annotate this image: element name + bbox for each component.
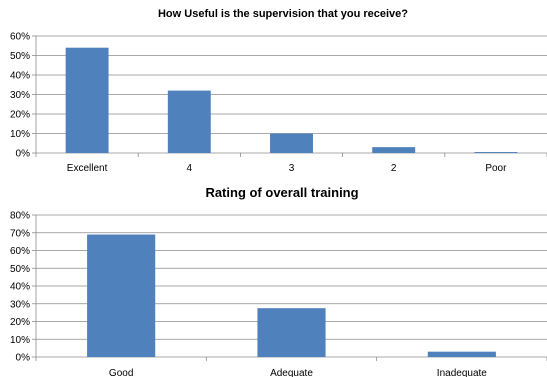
x-category-label: 2 — [391, 163, 397, 174]
y-tick-label: 10% — [10, 335, 30, 346]
y-tick-label: 0% — [16, 353, 31, 364]
y-tick-label: 50% — [10, 264, 30, 275]
y-tick-label: 70% — [10, 228, 30, 239]
bar-4 — [167, 90, 211, 153]
y-tick-label: 0% — [16, 149, 31, 160]
bar-2 — [372, 147, 416, 153]
y-tick-label: 80% — [10, 211, 30, 222]
x-category-label: Adequate — [270, 368, 313, 377]
bar-inadequate — [427, 351, 496, 357]
bar-good — [87, 234, 156, 357]
y-tick-label: 40% — [10, 282, 30, 293]
bar-excellent — [65, 47, 109, 154]
y-tick-label: 50% — [10, 51, 30, 62]
bar-adequate — [257, 308, 326, 357]
overall-training-rating-chart: Rating of overall training 0% 10% 20% 30% 40… — [10, 185, 547, 377]
bar-poor — [474, 152, 518, 153]
chart-title: How Useful is the supervision that you r… — [158, 8, 408, 20]
x-category-label: Good — [109, 368, 133, 377]
y-tick-label: 60% — [10, 32, 30, 43]
x-category-label: Excellent — [67, 163, 108, 174]
y-tick-label: 60% — [10, 246, 30, 257]
y-tick-label: 30% — [10, 90, 30, 101]
x-category-label: Poor — [485, 163, 507, 174]
x-category-label: Inadequate — [437, 368, 487, 377]
y-tick-label: 40% — [10, 71, 30, 82]
x-category-label: 3 — [289, 163, 295, 174]
y-tick-label: 30% — [10, 299, 30, 310]
y-tick-label: 20% — [10, 317, 30, 328]
chart-title: Rating of overall training — [205, 185, 358, 200]
y-tick-label: 20% — [10, 110, 30, 121]
bar-3 — [270, 133, 313, 153]
y-tick-label: 10% — [10, 129, 30, 140]
x-category-label: 4 — [187, 163, 193, 174]
supervision-usefulness-chart: How Useful is the supervision that you r… — [10, 8, 547, 174]
